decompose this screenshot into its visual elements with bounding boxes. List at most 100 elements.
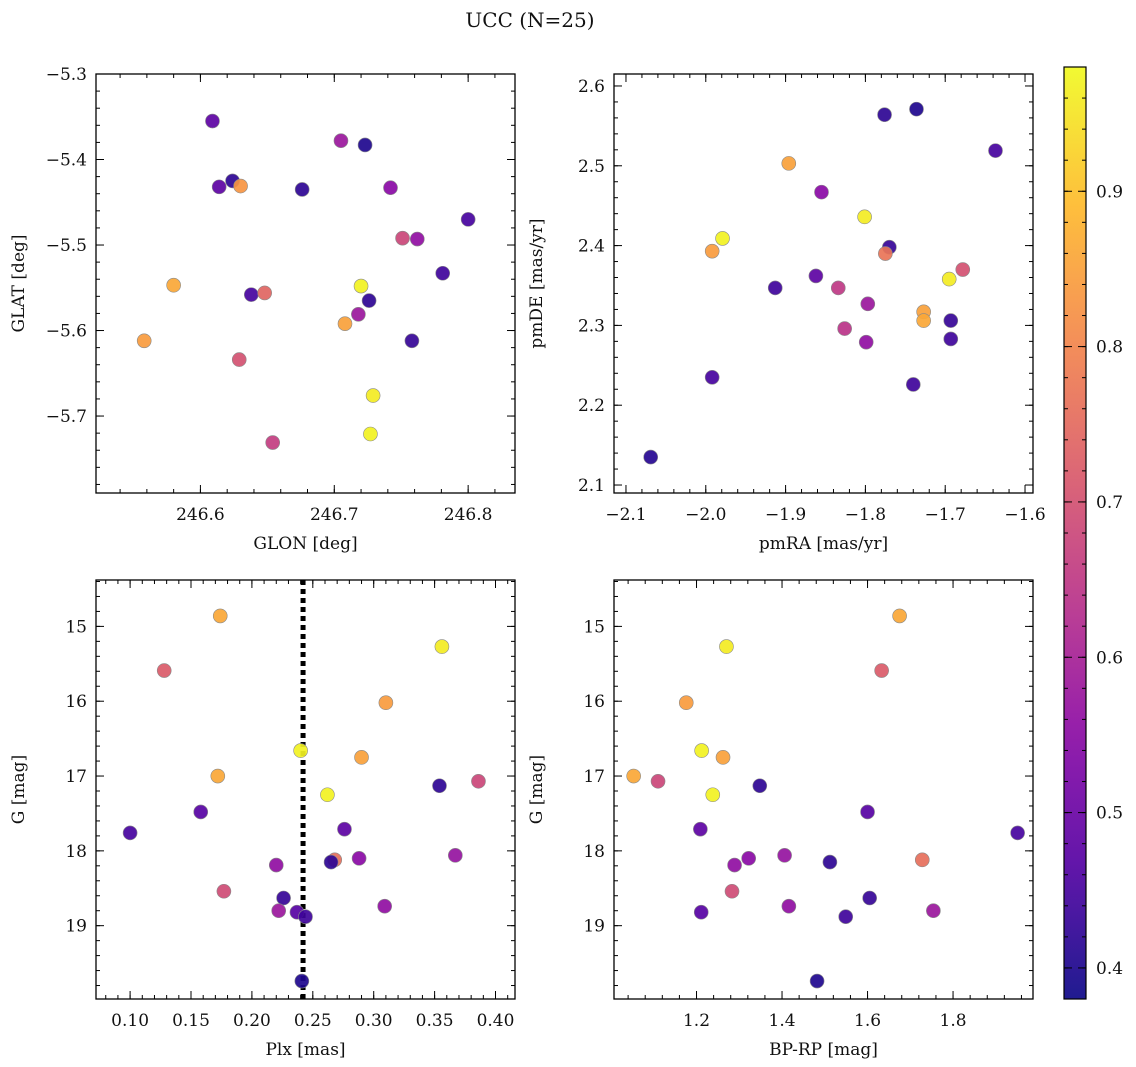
colorbar-tick-label: 0.4 — [1096, 959, 1123, 979]
y-tick-label: 17 — [65, 767, 87, 787]
data-point — [435, 265, 451, 281]
data-point — [1010, 825, 1025, 841]
data-point — [205, 113, 220, 129]
data-point — [337, 316, 353, 331]
points — [122, 608, 486, 989]
data-point — [909, 101, 924, 117]
points — [626, 608, 1025, 989]
data-point — [357, 137, 373, 153]
data-point — [298, 909, 313, 924]
data-point — [741, 851, 756, 866]
data-point — [814, 184, 829, 200]
figure-title: UCC (N=25) — [465, 8, 594, 32]
y-tick-label: 2.6 — [578, 77, 605, 97]
data-point — [955, 262, 971, 277]
x-axis-label: pmRA [mas/yr] — [759, 534, 888, 554]
y-tick-label: 15 — [65, 617, 87, 637]
data-point — [781, 898, 797, 914]
data-point — [471, 773, 486, 789]
data-point — [914, 852, 930, 868]
data-point — [409, 231, 425, 247]
x-tick-label: −1.7 — [925, 505, 966, 525]
y-tick-label: −5.7 — [46, 407, 87, 427]
x-tick-label: 246.7 — [310, 505, 359, 525]
data-point — [294, 182, 310, 197]
y-tick-label: 16 — [583, 692, 605, 712]
y-tick-label: 2.5 — [578, 157, 605, 177]
data-point — [216, 883, 232, 899]
data-point — [704, 243, 720, 259]
data-point — [243, 287, 259, 302]
data-point — [383, 180, 398, 196]
y-tick-label: 17 — [583, 767, 605, 787]
y-tick-label: 2.4 — [578, 237, 605, 257]
data-point — [434, 639, 450, 654]
data-point — [862, 890, 877, 906]
data-point — [212, 608, 228, 624]
data-point — [694, 743, 709, 758]
panel-top-left: 246.6 246.7 246.8 −5.3 −5.4 −5.5 −5.6 −5.7 GLON … — [9, 65, 516, 554]
data-point — [320, 787, 335, 803]
data-point — [727, 857, 742, 873]
data-point — [293, 743, 308, 758]
data-point — [860, 804, 875, 820]
data-point — [905, 377, 921, 392]
x-axis-label: BP-RP [mag] — [769, 1040, 878, 1060]
data-point — [877, 107, 892, 123]
y-axis-label: pmDE [mas/yr] — [527, 218, 547, 348]
data-point — [830, 280, 846, 296]
data-point — [781, 156, 797, 171]
data-point — [271, 903, 287, 919]
data-point — [643, 449, 659, 465]
x-tick-label: 1.2 — [683, 1011, 710, 1031]
data-point — [809, 973, 825, 989]
data-point — [353, 278, 369, 294]
data-point — [858, 334, 874, 350]
data-point — [724, 883, 740, 899]
data-point — [211, 179, 227, 195]
x-tick-label: 0.35 — [416, 1011, 454, 1031]
x-axis-label: Plx [mas] — [265, 1040, 345, 1060]
panel-bottom-left: 0.10 0.15 0.20 0.25 0.30 0.35 0.40 15 16 17 18 19 Pl… — [9, 579, 516, 1060]
data-point — [822, 854, 838, 870]
data-point — [210, 768, 226, 784]
data-point — [838, 909, 854, 924]
x-tick-label: 0.30 — [355, 1011, 393, 1031]
data-point — [678, 695, 694, 711]
points — [643, 101, 1003, 465]
data-point — [156, 663, 172, 678]
data-point — [860, 296, 876, 312]
data-point — [265, 435, 281, 450]
x-tick-label: 0.40 — [477, 1011, 515, 1031]
data-point — [988, 143, 1003, 158]
colorbar: 0.4 0.5 0.6 0.7 0.8 0.9 — [1063, 66, 1123, 1000]
data-point — [857, 209, 872, 225]
data-point — [808, 268, 824, 284]
data-point — [365, 388, 381, 403]
data-point — [122, 825, 138, 841]
x-tick-label: 0.10 — [111, 1011, 149, 1031]
y-tick-label: 16 — [65, 692, 87, 712]
data-point — [363, 426, 378, 442]
y-tick-label: 18 — [65, 842, 87, 862]
x-axis-label: GLON [deg] — [253, 534, 357, 554]
x-tick-label: 1.8 — [940, 1011, 967, 1031]
y-tick-label: −5.5 — [46, 236, 87, 256]
data-point — [941, 271, 957, 287]
data-point — [650, 773, 666, 789]
data-point — [705, 787, 721, 803]
data-point — [268, 857, 284, 873]
x-tick-label: −1.8 — [845, 505, 886, 525]
data-point — [257, 285, 272, 301]
data-point — [916, 313, 931, 328]
data-point — [704, 369, 720, 385]
data-point — [874, 663, 889, 678]
x-tick-label: 1.4 — [769, 1011, 796, 1031]
panels: 246.6 246.7 246.8 −5.3 −5.4 −5.5 −5.6 −5.7 GLON … — [9, 65, 1046, 1060]
y-tick-label: 2.2 — [578, 396, 605, 416]
data-point — [337, 821, 352, 837]
y-tick-label: 2.1 — [578, 476, 605, 496]
data-point — [166, 277, 181, 293]
data-point — [294, 973, 310, 989]
data-point — [448, 848, 463, 863]
